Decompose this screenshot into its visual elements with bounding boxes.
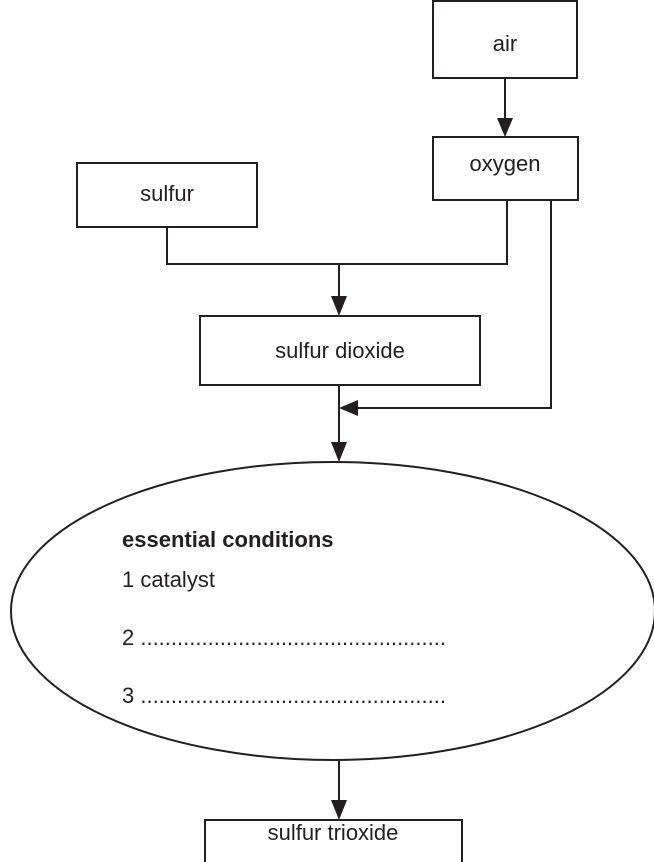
node-label: sulfur <box>140 181 194 206</box>
node-label: oxygen <box>470 151 541 176</box>
connector <box>166 200 508 265</box>
arrowhead <box>339 400 358 416</box>
arrowhead <box>497 118 513 137</box>
arrowhead <box>331 800 347 820</box>
node-box <box>76 162 258 228</box>
condition-item: 2 ......................................… <box>122 625 446 650</box>
node-box <box>204 819 463 862</box>
node-box <box>432 0 578 79</box>
arrowhead <box>331 442 347 462</box>
condition-item: 1 catalyst <box>122 567 215 592</box>
conditions-title: essential conditions <box>122 527 334 552</box>
node-label: sulfur trioxide <box>268 820 399 845</box>
node-box <box>199 315 481 386</box>
node-box <box>432 136 579 201</box>
node-label: sulfur dioxide <box>275 338 405 363</box>
node-label: air <box>493 31 517 56</box>
conditions-ellipse <box>10 461 654 761</box>
condition-item: 3 ......................................… <box>122 683 446 708</box>
arrowhead <box>331 296 347 316</box>
connector <box>356 200 552 409</box>
